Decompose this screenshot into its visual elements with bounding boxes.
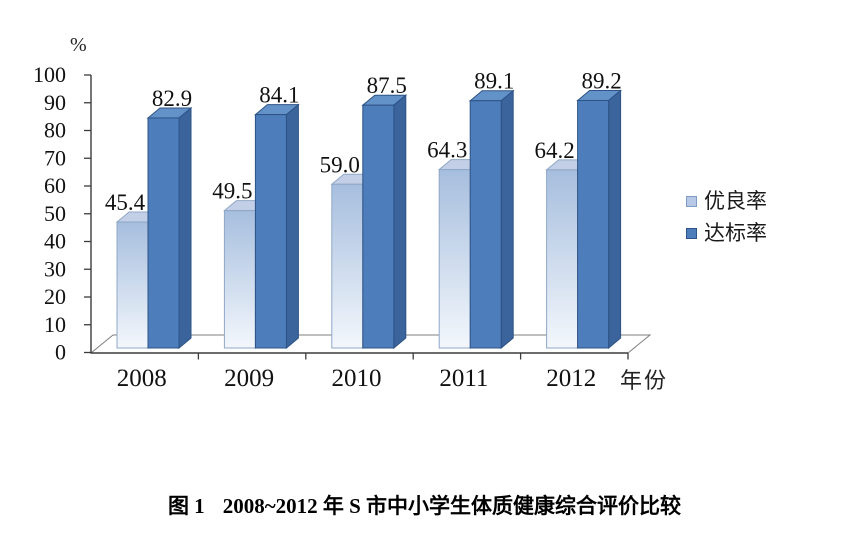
bar-value-label: 84.1	[259, 83, 299, 108]
legend-item-excellent-rate: 优良率	[686, 190, 767, 212]
x-axis-category-label: 2009	[224, 365, 274, 392]
bar-value-label: 89.1	[474, 69, 514, 94]
x-axis-category-label: 2012	[546, 365, 596, 392]
bar-standard-2010	[361, 94, 408, 350]
bar-value-label: 59.0	[320, 152, 360, 177]
bar-standard-2010-side-face	[393, 94, 407, 350]
bar-excellent-2008-front-face	[116, 221, 149, 349]
bar-standard-2010-front-face	[362, 104, 395, 349]
bar-value-label: 87.5	[367, 73, 407, 98]
figure-caption-text: 2008~2012 年 S 市中小学生体质健康综合评价比较	[222, 494, 682, 518]
x-axis-category-label: 2011	[439, 365, 488, 392]
bar-standard-2008-side-face	[178, 106, 192, 350]
bar-excellent-2011-front-face	[438, 169, 471, 349]
bar-standard-2011-front-face	[469, 100, 502, 349]
bar-standard-2008	[146, 106, 193, 350]
bar-excellent-2010-front-face	[331, 183, 364, 349]
bar-standard-2012-front-face	[577, 99, 610, 349]
bar-standard-2009	[254, 103, 300, 350]
y-axis-tick-label: 70	[44, 145, 66, 170]
y-axis-tick-label: 20	[44, 284, 66, 309]
bar-standard-2009-side-face	[285, 103, 299, 350]
bar-value-label: 49.5	[212, 179, 252, 204]
bar-standard-2008-front-face	[147, 117, 180, 349]
y-axis-tick-label: 80	[44, 118, 66, 143]
y-axis-tick-label: 50	[44, 201, 66, 226]
legend-label-standard-rate: 达标率	[704, 221, 767, 245]
y-axis-tick-label: 100	[33, 62, 66, 87]
bar-standard-2012	[576, 89, 622, 350]
bar-value-label: 64.3	[427, 138, 467, 163]
legend-label-excellent-rate: 优良率	[704, 189, 767, 213]
bar-standard-2012-side-face	[608, 89, 622, 350]
figure-caption-number: 图 1	[167, 494, 205, 518]
y-axis-tick-label: 30	[44, 256, 66, 281]
x-axis-title: 年份	[620, 368, 669, 393]
legend-item-standard-rate: 达标率	[686, 222, 767, 244]
y-axis-tick-label: 90	[44, 90, 66, 115]
bar-value-label: 45.4	[105, 190, 146, 215]
figure-caption: 图 1 2008~2012 年 S 市中小学生体质健康综合评价比较	[0, 490, 849, 520]
bar-standard-2009-front-face	[254, 114, 287, 349]
legend-swatch-standard-rate	[686, 227, 697, 239]
bar-excellent-2009-front-face	[223, 210, 256, 349]
bar-excellent-2012-front-face	[546, 169, 579, 349]
x-axis-category-label: 2010	[332, 365, 382, 392]
bar-value-label: 64.2	[534, 138, 574, 163]
x-axis-category-label: 2008	[117, 365, 167, 392]
y-axis-tick-label: 60	[44, 173, 66, 198]
y-axis-unit-label: %	[70, 34, 87, 56]
y-axis-tick-label: 10	[44, 312, 66, 337]
bar-standard-2011-side-face	[500, 89, 514, 350]
y-axis-tick-label: 0	[55, 340, 66, 365]
bar-value-label: 89.2	[581, 68, 621, 93]
legend: 优良率 达标率	[686, 190, 767, 244]
legend-swatch-excellent-rate	[686, 195, 697, 207]
bar-value-label: 82.9	[152, 86, 192, 111]
bar-standard-2011	[468, 89, 515, 350]
y-axis-tick-label: 40	[44, 229, 66, 254]
